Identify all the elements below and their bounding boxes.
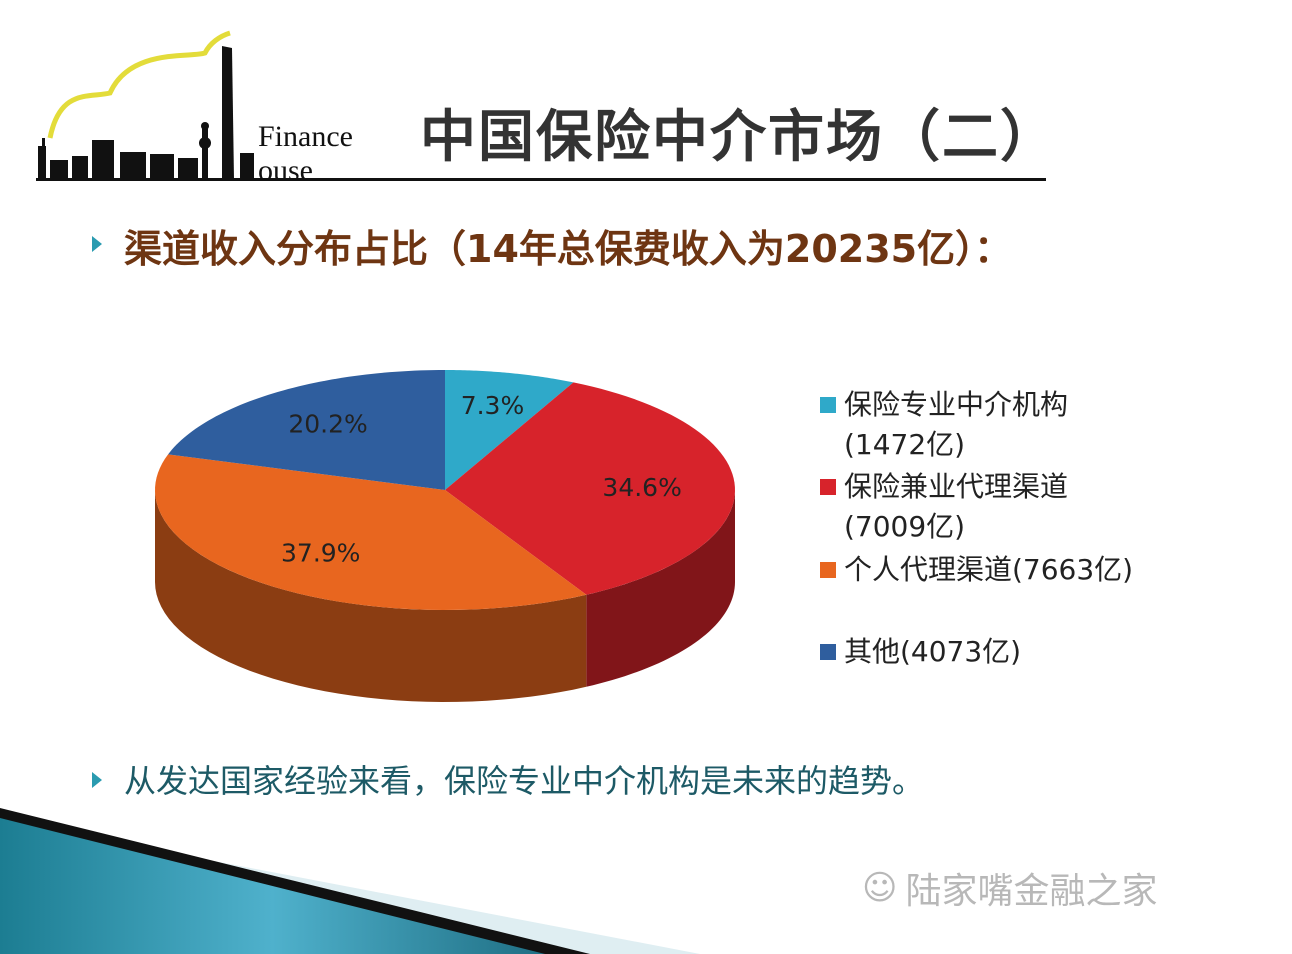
- title-underline: [36, 178, 1046, 181]
- legend-swatch: [820, 397, 836, 413]
- legend-label: 其他(4073亿): [844, 635, 1022, 668]
- legend-value: (7009亿): [844, 510, 966, 543]
- slide-body-text: 从发达国家经验来看，保险专业中介机构是未来的趋势。: [124, 762, 925, 800]
- pie-slice: [168, 370, 445, 490]
- lujiazui-finance-house-logo: Finance ouse: [38, 30, 353, 187]
- legend-label: 保险专业中介机构: [844, 388, 1069, 421]
- legend-item-part-time-agency: 保险兼业代理渠道 (7009亿): [820, 467, 1068, 547]
- bullet-arrow-icon: [92, 236, 102, 252]
- pie-data-label: 37.9%: [281, 538, 360, 567]
- pie-slice: [445, 382, 735, 595]
- slide-title: 中国保险中介市场（二）: [420, 105, 1058, 170]
- pie-chart: 7.3% 34.6% 37.9% 20.2%: [155, 370, 735, 702]
- pie-slice: [445, 370, 574, 490]
- legend-value: (1472亿): [844, 428, 966, 461]
- legend-item-individual-agent: 个人代理渠道(7663亿): [820, 550, 1133, 590]
- wechat-icon: ☺: [862, 868, 898, 908]
- pie-slice-side: [155, 490, 587, 702]
- pie-slice: [155, 454, 587, 610]
- pie-data-label: 20.2%: [288, 409, 367, 438]
- watermark-text: 陆家嘴金融之家: [905, 871, 1158, 912]
- slide-subtitle: 渠道收入分布占比（14年总保费收入为20235亿）：: [124, 227, 1013, 271]
- watermark: ☺ 陆家嘴金融之家: [862, 862, 1157, 914]
- pie-slice-side: [586, 490, 735, 687]
- decorative-swoosh: [0, 808, 700, 954]
- svg-text:ouse: ouse: [258, 154, 313, 187]
- svg-text:Finance: Finance: [258, 120, 353, 153]
- legend-label: 保险兼业代理渠道: [844, 470, 1069, 503]
- legend-item-other: 其他(4073亿): [820, 632, 1021, 672]
- legend-swatch: [820, 562, 836, 578]
- legend-swatch: [820, 479, 836, 495]
- legend-label: 个人代理渠道(7663亿): [844, 553, 1134, 586]
- legend-item-professional-intermediary: 保险专业中介机构 (1472亿): [820, 385, 1068, 465]
- pie-data-label: 7.3%: [461, 391, 525, 420]
- pie-data-label: 34.6%: [602, 473, 681, 502]
- legend-swatch: [820, 644, 836, 660]
- bullet-arrow-icon: [92, 772, 102, 788]
